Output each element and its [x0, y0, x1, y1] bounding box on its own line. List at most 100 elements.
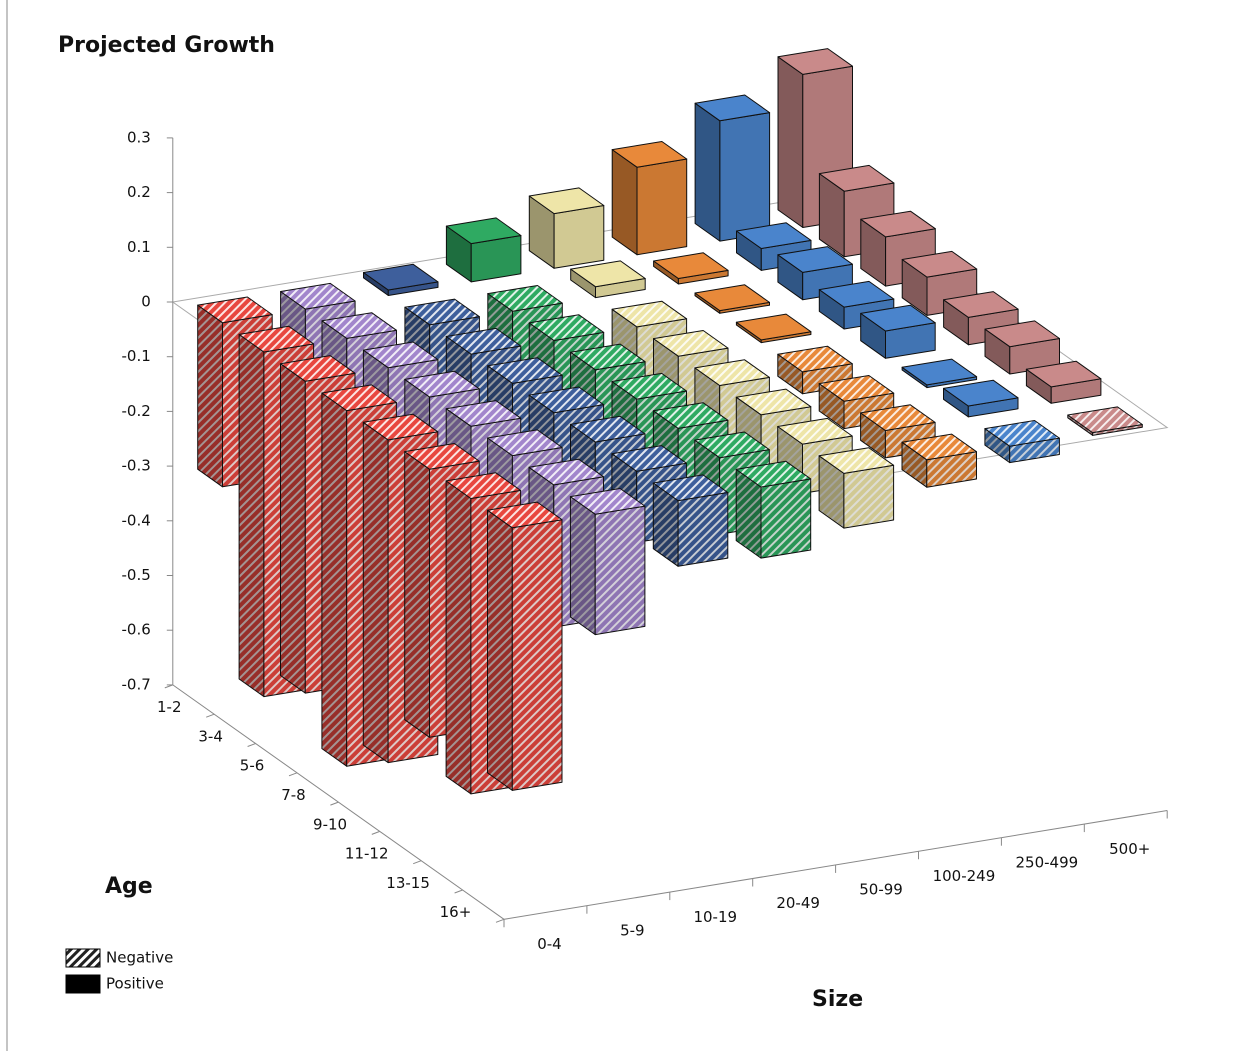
bar-top	[404, 298, 480, 326]
bar	[611, 141, 688, 256]
bar-top	[1067, 406, 1143, 434]
bar	[569, 488, 646, 636]
bar	[1067, 406, 1143, 436]
depth-tick	[247, 743, 256, 747]
bar-front-shade	[926, 376, 977, 388]
bar-top	[694, 431, 770, 459]
z-tick-label: -0.7	[122, 675, 151, 693]
bar-top	[569, 488, 646, 515]
bar-top	[653, 330, 729, 357]
bar-top	[611, 445, 687, 472]
bar-side-shade	[529, 196, 555, 269]
bar-top	[901, 433, 977, 461]
bar-top	[860, 210, 936, 238]
bar	[818, 447, 895, 529]
bar-top	[943, 291, 1019, 318]
bar-top	[445, 217, 522, 245]
z-tick-label: -0.4	[122, 511, 151, 529]
bar-top	[404, 370, 480, 398]
legend-swatch	[65, 948, 101, 968]
bar-side-shade	[985, 329, 1010, 374]
bar-top	[321, 384, 397, 412]
bar-front-shade	[678, 270, 729, 284]
bar-front-shade	[843, 465, 894, 529]
bar	[487, 501, 563, 791]
x-tick-label: 100-249	[933, 867, 996, 885]
legend-swatch	[65, 974, 101, 994]
bar-side-shade	[819, 455, 844, 529]
bar	[652, 474, 729, 567]
bar-side-shade	[777, 254, 803, 300]
z-tick-label: 0.3	[127, 128, 151, 146]
bar-top	[901, 358, 978, 386]
bar-front-shade	[1009, 338, 1060, 374]
bar-side-shade	[860, 412, 886, 458]
bar-top	[777, 417, 853, 445]
bar	[735, 313, 812, 344]
bar-side-shade	[1067, 415, 1093, 436]
bar-top	[818, 447, 895, 474]
depth-tick	[454, 889, 463, 894]
z-tick-label: -0.5	[122, 566, 151, 584]
bar-top	[736, 222, 812, 249]
bar-top	[528, 458, 604, 486]
bar-top	[735, 313, 812, 341]
z-tick-label: 0	[141, 293, 151, 311]
bar-side-shade	[570, 269, 596, 298]
depth-tick-label: 13-15	[386, 874, 430, 892]
bar	[694, 284, 770, 314]
bar-side-shade	[902, 259, 927, 316]
bar-side-shade	[570, 496, 596, 635]
bar-front-shade	[761, 478, 811, 559]
bar-top	[818, 280, 895, 308]
bar-top	[694, 94, 771, 122]
bar	[901, 433, 977, 488]
bar-top	[777, 246, 853, 273]
bar-top	[404, 443, 480, 470]
bar-top	[363, 263, 439, 291]
bar-side-shade	[612, 149, 637, 255]
bar	[445, 217, 522, 283]
bar-front-shade	[885, 322, 936, 359]
bar-side-shade	[819, 289, 845, 329]
z-tick-label: -0.2	[122, 402, 151, 420]
bar-front-shade	[637, 159, 687, 255]
bar	[735, 460, 812, 559]
bar-side-shade	[363, 272, 389, 296]
bar-top	[694, 359, 770, 386]
bar-top	[321, 312, 397, 339]
bar-front-shade	[761, 331, 811, 343]
x-axis-title: Size	[812, 987, 863, 1012]
bar-side-shade	[778, 56, 803, 228]
depth-tick-label: 16+	[440, 903, 472, 921]
bar-top	[487, 501, 563, 529]
chart-title: Projected Growth	[58, 33, 275, 58]
depth-tick	[330, 801, 339, 806]
bar-top	[280, 282, 356, 310]
bar-front-shade	[678, 492, 728, 567]
bar-top	[777, 48, 853, 75]
bar-front-shade	[719, 112, 770, 242]
bar-top	[611, 141, 688, 168]
bar-side-shade	[321, 393, 347, 767]
depth-tick	[371, 830, 380, 835]
legend: Negative Positive	[65, 948, 173, 994]
bar-side-shade	[819, 383, 844, 429]
z-tick-label: -0.1	[122, 347, 151, 365]
bar-side-shade	[446, 480, 471, 794]
bar-top	[694, 284, 770, 312]
bar-front-shade	[512, 519, 562, 791]
bar-top	[860, 304, 936, 332]
bar-top	[818, 164, 895, 192]
bar-side-shade	[280, 363, 306, 694]
bar	[694, 94, 771, 242]
bar-side-shade	[777, 354, 803, 394]
z-tick-label: -0.6	[122, 621, 151, 639]
x-tick-label: 0-4	[537, 935, 562, 953]
legend-label: Positive	[106, 975, 164, 993]
depth-tick	[495, 918, 505, 923]
bar-side-shade	[487, 510, 513, 791]
depth-tick	[413, 860, 422, 865]
bar-front-shade	[388, 281, 438, 296]
